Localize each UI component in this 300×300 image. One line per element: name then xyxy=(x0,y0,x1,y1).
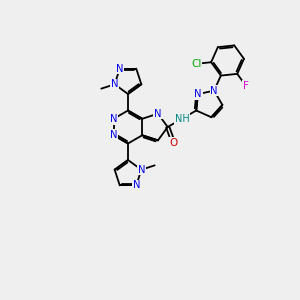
Text: N: N xyxy=(133,180,140,190)
Text: N: N xyxy=(111,79,118,89)
Text: N: N xyxy=(194,89,202,99)
Text: O: O xyxy=(169,137,177,148)
Text: N: N xyxy=(154,109,162,119)
Text: F: F xyxy=(243,81,249,91)
Text: N: N xyxy=(210,86,218,96)
Text: N: N xyxy=(110,114,118,124)
Text: NH: NH xyxy=(175,114,189,124)
Text: Cl: Cl xyxy=(191,59,202,69)
Text: N: N xyxy=(116,64,124,74)
Text: N: N xyxy=(110,130,118,140)
Text: N: N xyxy=(138,165,145,175)
